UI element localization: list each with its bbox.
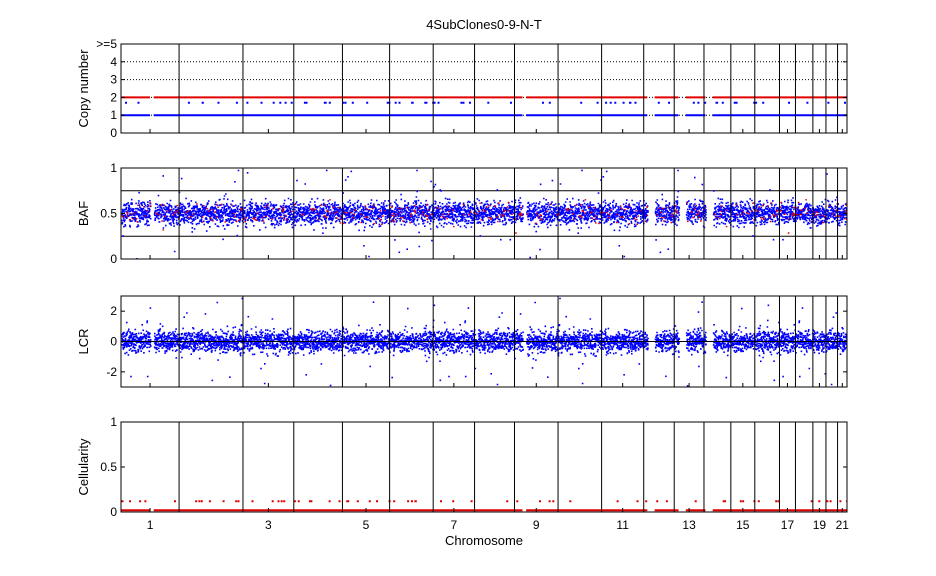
x-tick-label: 17: [781, 518, 795, 532]
baf-panel: 0 0.5 1 BAF: [76, 161, 848, 266]
x-tick-label: 7: [451, 518, 458, 532]
x-tick-label: 21: [836, 518, 850, 532]
lcr-plot-area: [121, 297, 847, 387]
copy-number-frame: [120, 43, 848, 134]
cellularity-frame: [120, 421, 848, 513]
y-tick-label: 3: [110, 73, 117, 87]
x-tick-label: 11: [616, 518, 629, 532]
baf-points-blue: [121, 169, 847, 259]
y-tick-label: 0.5: [100, 460, 117, 474]
copy-number-panel: 0 1 2 3 4 >=5 Copy number: [76, 37, 848, 140]
panels-group: 0 1 2 3 4 >=5 Copy number 0 0.5 1 BAF -2 0 2 LCR 0 0.5 1 C…: [76, 37, 848, 519]
cellularity-panel: 0 0.5 1 Cellularity: [76, 415, 848, 519]
cellularity-plot-area: [121, 500, 847, 512]
x-axis-label: Chromosome: [445, 533, 523, 548]
y-tick-label: 0: [110, 126, 117, 140]
cellularity-y-label: Cellularity: [76, 438, 91, 496]
y-tick-label: 0.5: [100, 207, 117, 221]
x-tick-label: 1: [147, 518, 154, 532]
baf-plot-area: [121, 169, 847, 259]
x-tick-labels: 1 3 5 7 9 11 13 15 17 19 21: [147, 518, 850, 532]
y-tick-label: >=5: [96, 37, 117, 51]
y-tick-label: 1: [110, 161, 117, 175]
baf-y-label: BAF: [76, 201, 91, 226]
y-tick-label: 1: [110, 415, 117, 429]
y-tick-label: 0: [110, 505, 117, 519]
y-tick-label: 2: [110, 90, 117, 104]
lcr-points-blue: [121, 297, 847, 387]
lcr-panel: -2 0 2 LCR: [76, 295, 848, 388]
x-tick-label: 9: [533, 518, 540, 532]
baf-points-red: [121, 199, 847, 234]
x-tick-label: 5: [363, 518, 370, 532]
x-tick-label: 3: [265, 518, 272, 532]
chart-title: 4SubClones0-9-N-T: [426, 17, 542, 32]
x-tick-label: 19: [813, 518, 827, 532]
x-tick-label: 13: [682, 518, 696, 532]
y-tick-label: -2: [106, 365, 117, 379]
y-tick-label: 2: [110, 304, 117, 318]
y-tick-label: 1: [110, 108, 117, 122]
copy-number-plot-area: [121, 44, 847, 117]
x-tick-label: 15: [736, 518, 750, 532]
lcr-y-label: LCR: [76, 328, 91, 354]
copy-number-y-label: Copy number: [76, 49, 91, 128]
y-tick-label: 0: [110, 335, 117, 349]
y-tick-label: 4: [110, 55, 117, 69]
y-tick-label: 0: [110, 252, 117, 266]
